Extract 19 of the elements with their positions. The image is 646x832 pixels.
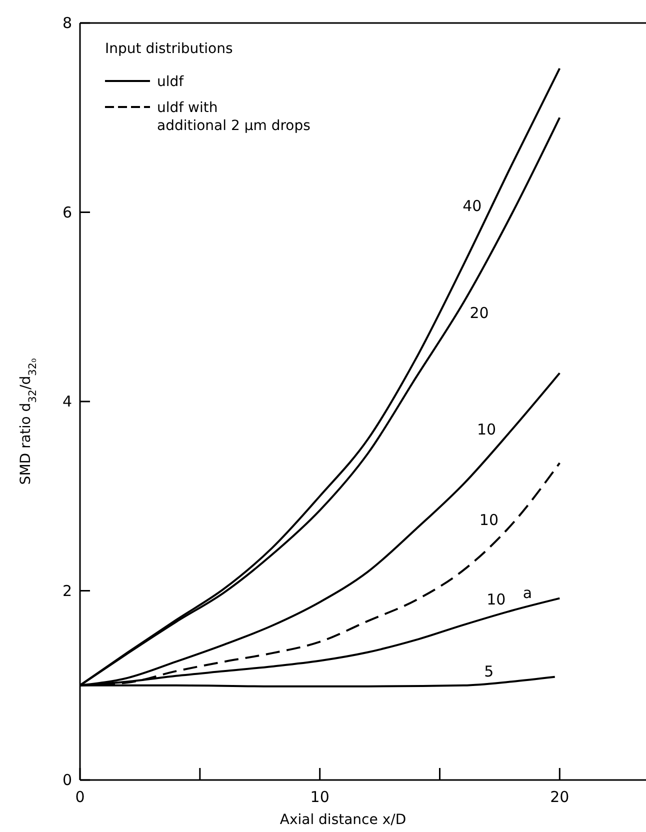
legend-label: uldf — [157, 74, 185, 90]
annotation: 10 — [477, 420, 496, 438]
y-tick-label: 4 — [62, 392, 72, 410]
x-axis-title: Axial distance x/D — [280, 812, 406, 828]
annotation: 10 — [486, 590, 506, 609]
y-tick-label: 6 — [62, 203, 72, 222]
x-tick-label: 20 — [550, 788, 570, 806]
legend-label: uldf with additional 2 µm drops — [157, 100, 310, 134]
y-tick-label: 8 — [62, 14, 72, 32]
annotation: 40 — [462, 196, 482, 215]
annotation: 10 — [479, 511, 498, 530]
y-tick-label: 2 — [62, 582, 72, 600]
legend-title: Input distributions — [105, 41, 233, 57]
x-tick-label: 10 — [310, 788, 330, 806]
annotation: a — [522, 584, 532, 602]
annotation: 5 — [484, 662, 494, 681]
x-tick-label: 0 — [75, 788, 85, 806]
annotation: 20 — [470, 304, 489, 322]
y-tick-label: 0 — [62, 771, 72, 789]
